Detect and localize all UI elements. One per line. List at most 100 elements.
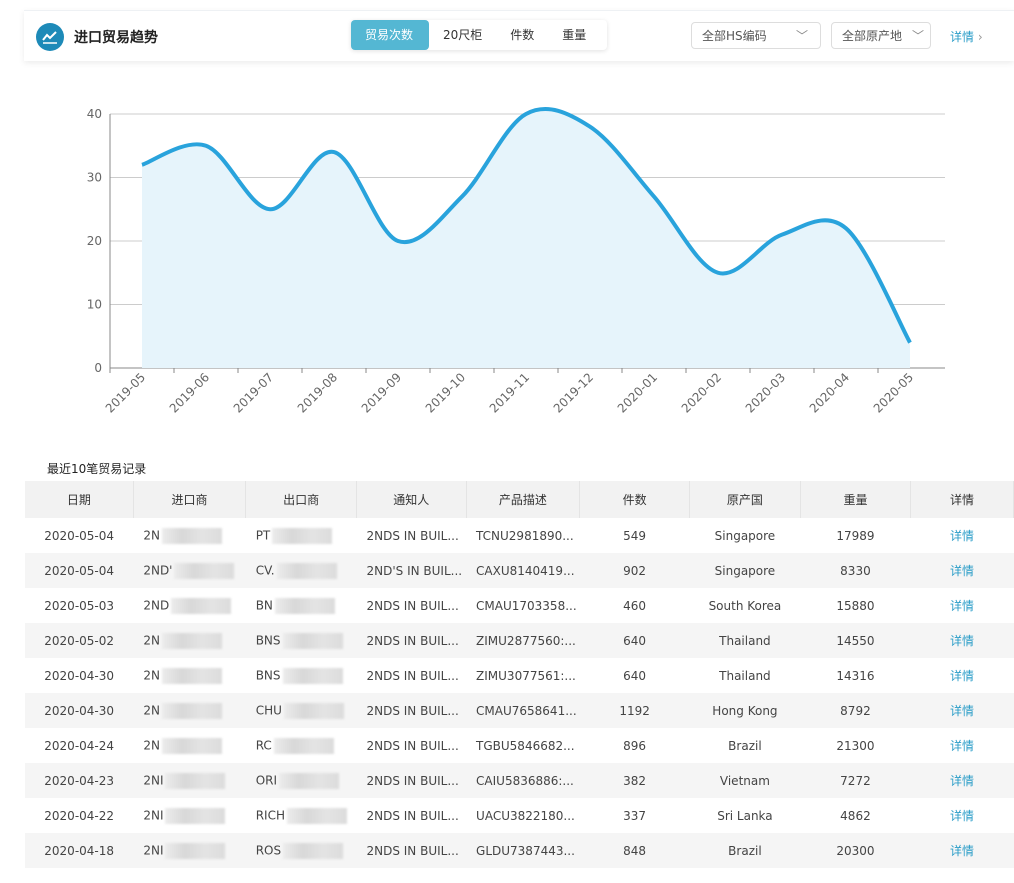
y-tick-label: 10 — [87, 298, 102, 312]
x-tick-label: 2019-10 — [423, 370, 468, 415]
chevron-down-icon: ﹀ — [795, 29, 808, 43]
origin-country: Singapore — [714, 528, 776, 543]
product-description: TCNU2981890... — [476, 528, 574, 543]
redacted-blur — [174, 562, 235, 579]
notify-party: 2NDS IN BUIL... — [366, 808, 459, 823]
table-row: 2020-05-02 2N BNS 2NDS IN BUIL... ZIMU287756… — [25, 623, 1014, 658]
product-description: CAIU5836886:... — [476, 773, 574, 788]
exporter: CV. — [255, 563, 275, 577]
redacted-blur — [161, 667, 222, 684]
metric-tabs: 贸易次数 20尺柜 件数 重量 — [351, 20, 607, 50]
detail-link[interactable]: 详情 — [949, 634, 974, 648]
table-row: 2020-05-03 2ND BN 2NDS IN BUIL... CMAU170335… — [25, 588, 1014, 623]
product-description: ZIMU2877560:... — [476, 633, 576, 648]
x-tick-label: 2019-12 — [551, 370, 596, 415]
weight: 8330 — [840, 563, 871, 578]
product-description: CMAU7658641... — [476, 703, 577, 718]
hs-code-select[interactable]: 全部HS编码 ﹀ — [691, 22, 821, 49]
chevron-down-icon: ﹀ — [911, 29, 924, 43]
pieces: 896 — [623, 738, 647, 753]
tab-pieces[interactable]: 件数 — [510, 28, 535, 42]
importer: 2ND' — [143, 563, 173, 577]
detail-link[interactable]: 详情 — [949, 809, 974, 823]
pieces: 848 — [623, 843, 647, 858]
table-row: 2020-04-24 2N RC 2NDS IN BUIL... TGBU5846682… — [25, 728, 1014, 763]
y-tick-label: 20 — [87, 234, 102, 248]
notify-party: 2NDS IN BUIL... — [366, 703, 459, 718]
detail-link[interactable]: 详情 — [949, 599, 974, 613]
table-row: 2020-04-22 2NI RICH 2NDS IN BUIL... UACU3822… — [25, 798, 1014, 833]
redacted-blur — [161, 632, 222, 649]
detail-link[interactable]: 详情 — [949, 564, 974, 578]
tab-20ft-container[interactable]: 20尺柜 — [443, 28, 483, 42]
exporter: BN — [255, 598, 273, 612]
redacted-blur — [165, 842, 226, 859]
x-tick-label: 2019-05 — [103, 370, 148, 415]
records-title: 最近10笔贸易记录 — [47, 462, 147, 476]
pieces: 640 — [623, 668, 647, 683]
notify-party: 2NDS IN BUIL... — [366, 843, 459, 858]
pieces: 382 — [623, 773, 647, 788]
column-header: 产品描述 — [466, 481, 581, 518]
notify-party: 2NDS IN BUIL... — [366, 773, 459, 788]
redacted-blur — [171, 597, 232, 614]
column-header: 详情 — [910, 481, 1014, 518]
importer: 2N — [143, 703, 160, 717]
tab-trade-count[interactable]: 贸易次数 — [351, 20, 429, 50]
exporter: CHU — [255, 703, 282, 717]
area-fill — [142, 109, 910, 368]
redacted-blur — [283, 702, 344, 719]
detail-link[interactable]: 详情 — [949, 739, 974, 753]
weight: 21300 — [836, 738, 875, 753]
x-tick-label: 2019-07 — [231, 370, 276, 415]
origin-country: Singapore — [714, 563, 776, 578]
detail-link[interactable]: 详情 — [949, 704, 974, 718]
date: 2020-05-04 — [44, 563, 115, 578]
x-tick-label: 2020-03 — [743, 370, 788, 415]
table-row: 2020-05-04 2ND' CV. 2ND'S IN BUIL... CAXU814… — [25, 553, 1014, 588]
notify-party: 2NDS IN BUIL... — [366, 738, 459, 753]
exporter: RICH — [255, 808, 285, 822]
origin-country: Vietnam — [719, 773, 770, 788]
origin-country: Thailand — [719, 633, 771, 648]
importer: 2N — [143, 633, 160, 647]
detail-link[interactable]: 详情 — [949, 529, 974, 543]
x-tick-label: 2020-01 — [615, 370, 660, 415]
origin-country: Brazil — [728, 843, 762, 858]
table-row: 2020-04-18 2NI ROS 2NDS IN BUIL... GLDU73874… — [25, 833, 1014, 868]
detail-link[interactable]: 详情 — [949, 669, 974, 683]
column-header: 日期 — [25, 481, 134, 518]
trend-chart: 0 10 20 30 40 2019-05 2019-06 2019-07 2019-08 201… — [87, 107, 945, 416]
origin-country: Thailand — [719, 668, 771, 683]
redacted-blur — [282, 667, 343, 684]
y-tick-label: 40 — [87, 107, 102, 121]
weight: 4862 — [840, 808, 871, 823]
tab-weight[interactable]: 重量 — [562, 28, 587, 42]
weight: 14316 — [836, 668, 875, 683]
redacted-blur — [286, 807, 347, 824]
origin-select[interactable]: 全部原产地 ﹀ — [831, 22, 931, 49]
origin-country: South Korea — [708, 598, 782, 613]
product-description: ZIMU3077561:... — [476, 668, 576, 683]
date: 2020-05-03 — [44, 598, 115, 613]
records-table: 日期 进口商 出口商 通知人 产品描述 件数 原产国 重量 详情 2020-05-04 2N PT 2… — [25, 481, 1014, 868]
detail-label: 详情 — [950, 30, 975, 44]
x-tick-label: 2020-02 — [679, 370, 724, 415]
detail-link[interactable]: 详情 — [949, 844, 974, 858]
importer: 2N — [143, 668, 160, 682]
date: 2020-04-23 — [44, 773, 115, 788]
detail-link[interactable]: 详情 › — [950, 28, 983, 45]
date: 2020-05-04 — [44, 528, 115, 543]
y-tick-label: 0 — [94, 361, 102, 375]
column-header: 进口商 — [133, 481, 247, 518]
detail-link[interactable]: 详情 — [949, 774, 974, 788]
notify-party: 2NDS IN BUIL... — [366, 633, 459, 648]
pieces: 902 — [623, 563, 647, 578]
x-tick-label: 2020-04 — [807, 370, 852, 415]
date: 2020-04-30 — [44, 668, 115, 683]
origin-country: Sri Lanka — [717, 808, 773, 823]
redacted-blur — [161, 527, 222, 544]
importer: 2NI — [143, 808, 164, 822]
exporter: ORI — [255, 773, 278, 787]
origin-value: 全部原产地 — [842, 29, 903, 43]
